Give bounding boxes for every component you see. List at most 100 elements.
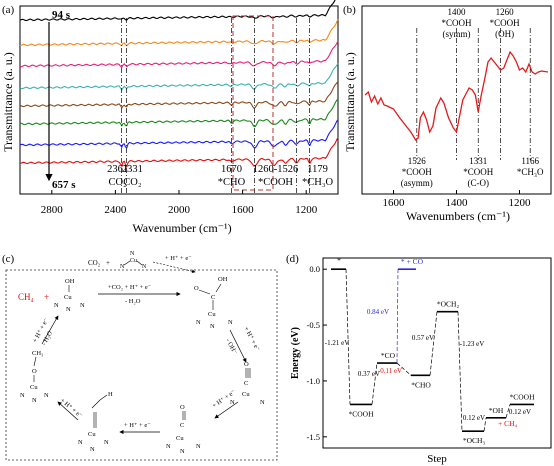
b-anno-top-line1: 1260 xyxy=(496,7,515,17)
svg-text:N: N xyxy=(166,443,171,450)
b-tick-label: 1400 xyxy=(446,197,469,209)
step2-arrow xyxy=(229,329,247,363)
svg-text:N: N xyxy=(32,397,37,404)
a-series-1 xyxy=(19,19,339,47)
svg-text:C: C xyxy=(180,422,184,429)
panel-d: (d) Energy (eV) Step 0.0 -0.5 -1.0 -1.5 * *C… xyxy=(286,253,552,465)
a-series-3 xyxy=(19,63,339,92)
svg-text:OH: OH xyxy=(218,276,228,283)
a-series-5 xyxy=(19,98,339,128)
d-connector xyxy=(483,417,487,432)
svg-text:Cu: Cu xyxy=(208,311,216,318)
step4-label: + H⁺ + e⁻ xyxy=(124,422,151,429)
panel-d-xlabel: Step xyxy=(427,453,447,465)
b-anno-bot-line1: 1166 xyxy=(521,156,539,166)
d-connector xyxy=(396,362,412,376)
d-tick-label: -1.0 xyxy=(307,376,320,386)
a-anno-line2: *CHO xyxy=(218,177,246,188)
panel-b: (b) Transmittance (a. u.) 1400*COOH(symm… xyxy=(343,4,552,223)
svg-text:N: N xyxy=(142,264,147,270)
step5-label: + H⁺ + e⁻ xyxy=(59,397,84,419)
b-anno-top-line3: (OH) xyxy=(495,29,514,39)
a-anno-line1: 2361 xyxy=(107,164,128,175)
co-intermediate: O C Cu N N xyxy=(230,361,265,406)
och2-intermediate: H Cu N N N xyxy=(78,391,113,453)
a-tick-label: 1600 xyxy=(232,204,255,216)
och3-intermediate: CH₃ O Cu N N N xyxy=(20,350,49,404)
top-co2: CO₂ xyxy=(88,259,101,267)
panel-d-frame xyxy=(322,257,552,449)
b-anno-bot-line2: *COOH xyxy=(402,167,433,177)
d-level-label: *COOH xyxy=(348,409,374,418)
svg-text:O: O xyxy=(194,285,199,292)
panel-a: (a) Transmittance (a. u.) 94 s 657 s 236… xyxy=(1,0,339,235)
svg-text:N: N xyxy=(130,251,135,257)
a-tick-label: 1200 xyxy=(295,204,318,216)
b-anno-bot-line1: 1526 xyxy=(408,156,427,166)
d-step-label: -1.21 eV xyxy=(325,339,350,347)
a-tick-label: 2800 xyxy=(41,204,64,216)
svg-text:Cu: Cu xyxy=(88,431,96,438)
svg-text:CH₃: CH₃ xyxy=(32,350,43,357)
svg-text:Cu: Cu xyxy=(30,384,38,391)
svg-text:O: O xyxy=(244,361,249,368)
step3-arrow xyxy=(214,401,239,419)
step2-label: + H⁺ + e⁻ xyxy=(242,326,261,353)
d-level-label: *OCH₂ xyxy=(437,300,460,309)
svg-text:Cu: Cu xyxy=(64,294,72,301)
d-step-label: 0.37 eV xyxy=(358,370,380,378)
a-anno-line1: 1179 xyxy=(307,164,328,175)
step1-sub: - H₂O xyxy=(125,298,141,305)
svg-text:N: N xyxy=(180,448,185,455)
panel-a-letter: (a) xyxy=(2,4,15,16)
svg-text:N: N xyxy=(196,443,201,450)
cycle-frame xyxy=(5,269,278,461)
panel-d-y-ticks: 0.0 -0.5 -1.0 -1.5 xyxy=(307,264,327,442)
svg-text:H: H xyxy=(108,391,113,398)
b-anno-top-line3: (symm) xyxy=(443,29,471,39)
d-tick-label: -1.5 xyxy=(307,432,320,442)
d-step-label: 0.57 eV xyxy=(412,334,434,342)
b-anno-bot-line3: (C-O) xyxy=(467,178,489,188)
ch4-product: CH₄ xyxy=(18,292,34,302)
svg-text:N: N xyxy=(120,264,125,270)
d-step-label: 0.12 eV xyxy=(463,414,485,422)
svg-text:N: N xyxy=(44,392,49,399)
top-arrow xyxy=(152,261,196,274)
svg-text:N: N xyxy=(230,399,235,406)
d-tick-label: 0.0 xyxy=(309,264,320,274)
svg-text:N: N xyxy=(54,302,59,309)
panel-a-marker-lines xyxy=(121,18,310,195)
d-level-label: *COOH xyxy=(509,392,535,401)
top-plus: + xyxy=(106,259,110,267)
d-level-label: *CHO xyxy=(411,380,431,389)
b-anno-bot-line1: 1331 xyxy=(469,156,487,166)
svg-text:N: N xyxy=(228,319,233,326)
a-tick-label: 2000 xyxy=(168,204,191,216)
time-end-label: 657 s xyxy=(52,179,76,191)
svg-text:C: C xyxy=(244,380,248,387)
panel-a-ylabel: Transmittance (a. u.) xyxy=(1,52,15,152)
panel-a-xlabel: Wavenumber (cm⁻¹) xyxy=(132,221,231,235)
a-series-6 xyxy=(19,119,339,149)
svg-text:O: O xyxy=(180,404,185,411)
cho-intermediate: O C Cu N N N xyxy=(166,404,201,455)
panel-a-annotations: 2361 CO₂ 2331 CO₂ 1670 *CHO 1260-1526 *COOH 1179… xyxy=(107,164,333,188)
a-series-4 xyxy=(19,81,339,110)
panel-b-x-ticks: 1600 1400 1200 xyxy=(383,190,531,209)
panel-b-spectrum xyxy=(364,50,549,141)
b-anno-bot-line2: *CH₃O xyxy=(517,167,544,177)
svg-text:N: N xyxy=(260,399,265,406)
time-start-label: 94 s xyxy=(52,9,71,21)
a-anno-line1: 2331 xyxy=(122,164,143,175)
step1-label: +CO₂ + H⁺ + e⁻ xyxy=(108,284,151,291)
a-anno-line2: CO₂ xyxy=(108,177,127,188)
b-anno-top-line2: *COOH xyxy=(490,18,521,28)
panel-c-letter: (c) xyxy=(2,253,15,265)
panel-d-ylabel: Energy (eV) xyxy=(290,327,301,379)
panel-b-annotations: 1400*COOH(symm)1260*COOH(OH)1526*COOH(as… xyxy=(401,7,544,188)
svg-text:C: C xyxy=(211,294,215,301)
svg-text:N: N xyxy=(66,306,71,313)
svg-text:Cu: Cu xyxy=(242,391,250,398)
